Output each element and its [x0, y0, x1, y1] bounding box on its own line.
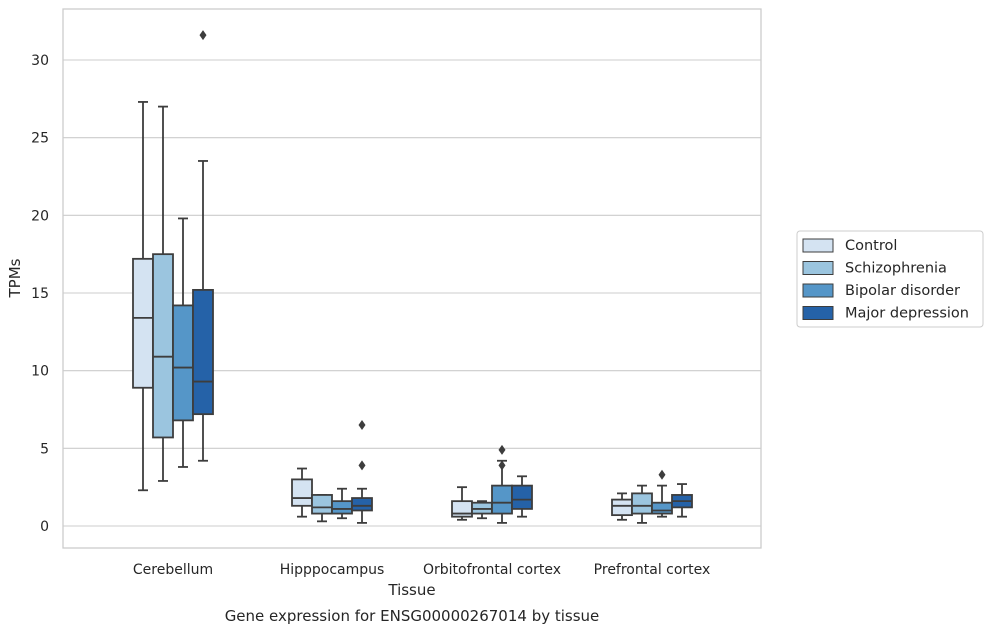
box-cerebellum-bipolar-disorder [172, 217, 194, 468]
box-iqr [511, 484, 533, 510]
legend-label: Bipolar disorder [845, 283, 960, 299]
outlier-point [358, 420, 366, 431]
y-tick-label-10: 10 [31, 364, 49, 380]
box-iqr [192, 288, 214, 416]
box-orbitofrontal-cortex-bipolar-disorder [491, 444, 513, 524]
box-iqr [311, 494, 333, 515]
y-tick-label-0: 0 [40, 519, 49, 535]
x-tick-labels: Cerebellum Hipppocampus Orbitofrontal cort… [133, 562, 710, 578]
box-iqr [651, 501, 673, 515]
legend-swatch [802, 261, 834, 275]
legend-swatch [802, 283, 834, 298]
outlier-point [658, 469, 666, 480]
box-hipppocampus-major-depression [351, 420, 373, 524]
box-iqr [331, 500, 353, 515]
x-tick-label-hipppocampus: Hipppocampus [280, 562, 385, 578]
outlier-point [358, 460, 366, 471]
box-iqr [631, 492, 653, 515]
y-tick-label-15: 15 [31, 286, 49, 302]
plot-frame [62, 8, 762, 549]
legend-item-major-depression: Major depression [802, 306, 969, 322]
box-cerebellum-control [132, 101, 154, 492]
outlier-point [498, 444, 506, 455]
x-tick-label-orbitofrontal-cortex: Orbitofrontal cortex [423, 562, 561, 578]
legend-label: Schizophrenia [845, 261, 947, 277]
legend-label: Control [845, 238, 897, 254]
legend-item-bipolar-disorder: Bipolar disorder [802, 283, 960, 299]
box-layer [132, 30, 693, 524]
outlier-point [199, 30, 207, 41]
box-prefrontal-cortex-schizophrenia [631, 484, 653, 524]
legend-item-schizophrenia: Schizophrenia [802, 261, 947, 277]
box-iqr [132, 257, 154, 389]
y-tick-labels: 0 5 10 15 20 25 30 [31, 53, 49, 535]
x-tick-label-cerebellum: Cerebellum [133, 562, 213, 578]
y-tick-label-5: 5 [40, 441, 49, 457]
box-cerebellum-major-depression [192, 30, 214, 462]
box-prefrontal-cortex-major-depression [671, 483, 693, 518]
box-iqr [172, 304, 194, 422]
box-hipppocampus-bipolar-disorder [331, 487, 353, 520]
x-tick-label-prefrontal-cortex: Prefrontal cortex [594, 562, 711, 578]
outlier-point [498, 460, 506, 471]
box-hipppocampus-schizophrenia [311, 494, 333, 523]
legend-frame [796, 230, 984, 328]
box-prefrontal-cortex-bipolar-disorder [651, 469, 673, 518]
y-tick-label-20: 20 [31, 208, 49, 224]
box-iqr [611, 498, 633, 517]
box-iqr [152, 253, 174, 439]
box-cerebellum-schizophrenia [152, 105, 174, 482]
y-tick-label-30: 30 [31, 53, 49, 69]
legend-label: Major depression [845, 306, 969, 322]
legend-item-control: Control [802, 238, 897, 254]
box-prefrontal-cortex-control [611, 492, 633, 521]
box-iqr [291, 478, 313, 507]
box-hipppocampus-control [291, 467, 313, 518]
box-orbitofrontal-cortex-schizophrenia [471, 500, 493, 520]
legend: Control Schizophrenia Bipolar disorder Majo… [796, 230, 984, 328]
y-axis-label: TPMs [6, 258, 24, 298]
box-orbitofrontal-cortex-major-depression [511, 475, 533, 518]
box-orbitofrontal-cortex-control [451, 486, 473, 521]
box-iqr [491, 484, 513, 515]
x-axis-label: Tissue [387, 581, 435, 599]
legend-swatch [802, 238, 834, 253]
legend-swatch [802, 306, 834, 320]
box-iqr [351, 497, 373, 512]
figure-caption: Gene expression for ENSG00000267014 by t… [225, 607, 600, 625]
y-tick-label-25: 25 [31, 131, 49, 147]
